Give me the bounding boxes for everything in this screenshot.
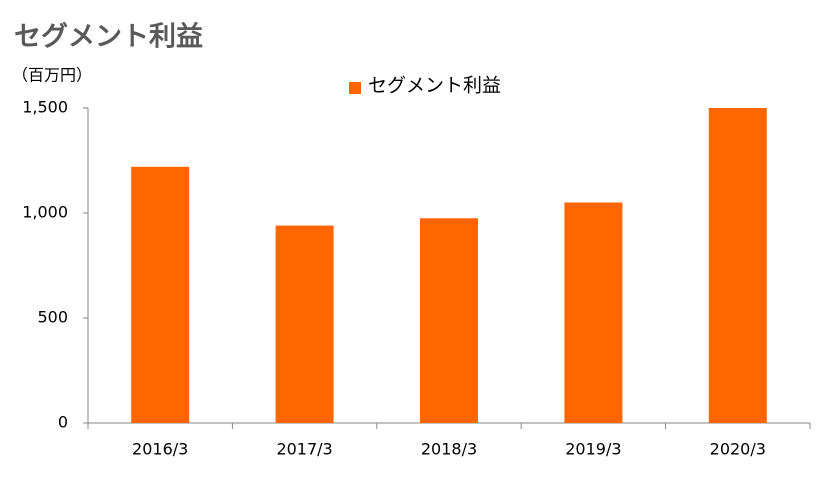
x-tick-label: 2020/3	[710, 440, 766, 459]
y-tick-label: 0	[58, 413, 68, 432]
y-tick-label: 1,500	[22, 98, 68, 117]
y-tick-label: 1,000	[22, 203, 68, 222]
bar	[131, 166, 190, 424]
bar	[564, 202, 623, 423]
y-tick-label: 500	[37, 308, 68, 327]
legend-label: セグメント利益	[368, 75, 501, 97]
bar	[275, 225, 334, 423]
x-tick-label: 2017/3	[276, 440, 332, 459]
x-tick-label: 2016/3	[132, 440, 188, 459]
legend-swatch	[349, 82, 361, 94]
y-axis-label: （百万円）	[12, 66, 92, 85]
x-tick-label: 2018/3	[421, 440, 477, 459]
x-tick-label: 2019/3	[565, 440, 621, 459]
bar	[708, 108, 767, 423]
bar	[420, 218, 478, 423]
chart-title: セグメント利益	[14, 21, 203, 53]
